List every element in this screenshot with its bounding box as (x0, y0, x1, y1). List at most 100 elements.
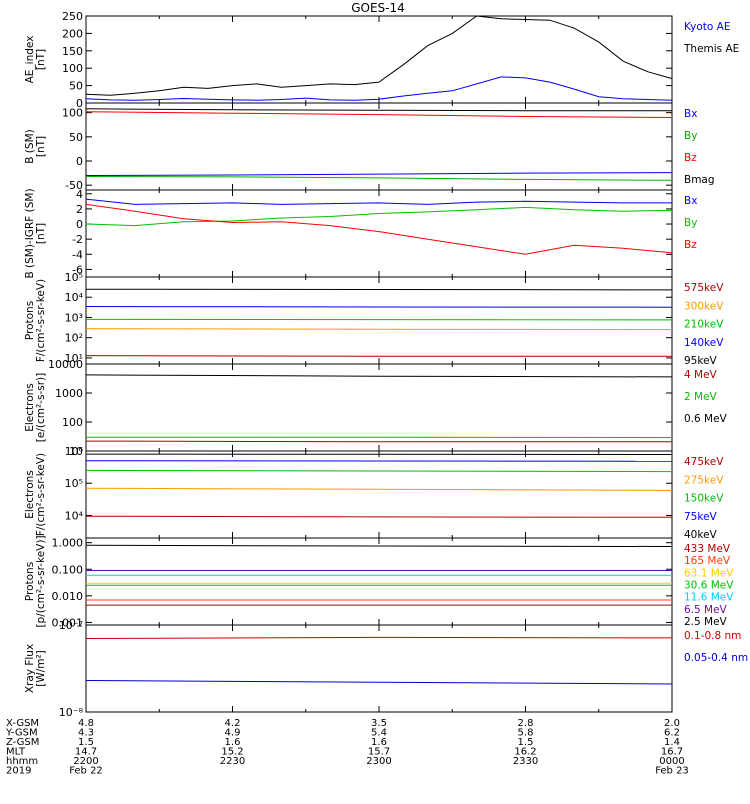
y-tick-label: 10² (65, 332, 83, 345)
series-line-575kev (86, 356, 672, 357)
y-tick-label: 10⁶ (65, 445, 84, 458)
legend-entry: Bx (684, 108, 697, 120)
series-line-275kev (86, 488, 672, 490)
panel-3: 10¹10²10³10⁴10⁵ProtonsF/(cm²-s-sr-keV)57… (24, 271, 724, 367)
legend-entry: Kyoto AE (684, 21, 730, 33)
legend-entry: 475keV (684, 456, 724, 468)
legend-entry: 165 MeV (684, 555, 731, 567)
legend-entry: Bmag (684, 174, 715, 186)
legend-entry: By (684, 130, 697, 142)
chart-title: GOES-14 (351, 1, 405, 15)
y-axis-label: Electrons[e/(cm²-s-sr)] (24, 373, 47, 442)
panel-6: 0.0010.0100.1001.000Protons[p/(cm²-s-sr-… (24, 535, 734, 629)
legend-entry: 575keV (684, 282, 724, 294)
series-line-bx (86, 199, 672, 204)
y-tick-label: -4 (72, 248, 83, 261)
series-line-2-5-mev (86, 545, 672, 546)
orbit-value: 2230 (220, 756, 245, 767)
series-line-300kev (86, 329, 672, 330)
y-tick-label: 0.100 (52, 563, 84, 576)
series-line-by (86, 177, 672, 181)
legend-entry: By (684, 217, 697, 229)
legend-entry: 275keV (684, 474, 724, 486)
y-tick-label: 250 (62, 10, 83, 23)
series-line-75kev (86, 461, 672, 462)
legend-entry: 0.6 MeV (684, 413, 728, 425)
legend-entry: 95keV (684, 355, 718, 367)
legend-entry: 63.1 MeV (684, 567, 734, 579)
panel-frame (86, 538, 672, 625)
y-tick-label: 150 (62, 45, 83, 58)
y-tick-label: 10⁵ (65, 477, 83, 490)
y-axis-label: B (SM)-IGRF (SM)[nT] (24, 188, 47, 278)
y-tick-label: 2 (76, 203, 83, 216)
legend-entry: 11.6 MeV (684, 592, 734, 604)
y-axis-label: ElectronsF/(cm²-s-sr-keV) (24, 453, 47, 536)
y-tick-label: 100 (62, 62, 83, 75)
y-tick-label: 200 (62, 27, 83, 40)
legend-entry: 40keV (684, 529, 718, 541)
y-tick-label: 4 (76, 188, 83, 201)
y-tick-label: 50 (69, 80, 83, 93)
y-tick-label: 10⁴ (65, 291, 84, 304)
y-tick-label: 10⁻⁷ (59, 619, 83, 632)
y-axis-label: AE_index[nT] (24, 36, 47, 84)
panel-frame (86, 16, 672, 103)
y-tick-label: 10000 (48, 358, 83, 371)
legend-entry: 30.6 MeV (684, 580, 734, 592)
legend-entry: 210keV (684, 319, 724, 331)
legend-entry: 300keV (684, 300, 724, 312)
series-line-140kev (86, 307, 672, 308)
series-line-bz (86, 112, 672, 118)
y-tick-label: 0.010 (52, 590, 84, 603)
series-line-bx (86, 173, 672, 176)
orbit-value: 2300 (366, 756, 391, 767)
series-line-150kev (86, 470, 672, 471)
y-tick-label: 100 (62, 416, 83, 429)
legend-entry: 150keV (684, 493, 724, 505)
y-axis-label: ProtonsF/(cm²-s-sr-keV) (24, 279, 47, 362)
legend-entry: 75keV (684, 511, 718, 523)
legend-entry: 6.5 MeV (684, 604, 728, 616)
legend-entry: 2 MeV (684, 391, 718, 403)
panel-5: 10⁴ 10⁵ 10⁶ ElectronsF/(cm²-s-sr-keV) 475keV… (24, 445, 724, 541)
y-tick-label: -2 (72, 233, 83, 246)
orbit-row-label: 2019 (6, 766, 31, 777)
y-tick-label: 0 (76, 155, 83, 168)
y-tick-label: 100 (62, 107, 83, 120)
orbit-value: Feb 22 (69, 766, 103, 777)
y-axis-label: Protons[p/(cm²-s-sr-keV)] (24, 535, 47, 627)
legend-entry: Bz (684, 152, 697, 164)
y-tick-label: 50 (69, 131, 83, 144)
series-line-475kev (86, 516, 672, 517)
orbit-value: Feb 23 (655, 766, 689, 777)
series-line-0-6-mev (86, 375, 672, 377)
y-tick-label: 1.000 (52, 537, 84, 550)
series-line-themis-ae (86, 16, 672, 95)
legend-entry: 433 MeV (684, 543, 731, 555)
orbit-value: 2330 (513, 756, 538, 767)
series-line-0-1-0-8-nm (86, 637, 672, 638)
legend-entry: 4 MeV (684, 369, 718, 381)
y-tick-label: 1000 (55, 387, 83, 400)
legend-entry: Themis AE (683, 43, 739, 55)
series-line-bmag (86, 109, 672, 111)
legend-entry: Bx (684, 195, 697, 207)
y-tick-label: 10⁵ (65, 271, 83, 284)
panel-frame (86, 451, 672, 538)
series-line-0-05-0-4-nm (86, 681, 672, 685)
series-line-95kev (86, 289, 672, 290)
series-line-by (86, 207, 672, 225)
legend-entry: 0.05-0.4 nm (684, 652, 748, 664)
y-tick-label: 0 (76, 218, 83, 231)
y-tick-label: 10⁴ (65, 509, 84, 522)
y-axis-label: Xray Flux[W/m²] (24, 644, 47, 693)
y-axis-label: B (SM)[nT] (24, 129, 47, 163)
